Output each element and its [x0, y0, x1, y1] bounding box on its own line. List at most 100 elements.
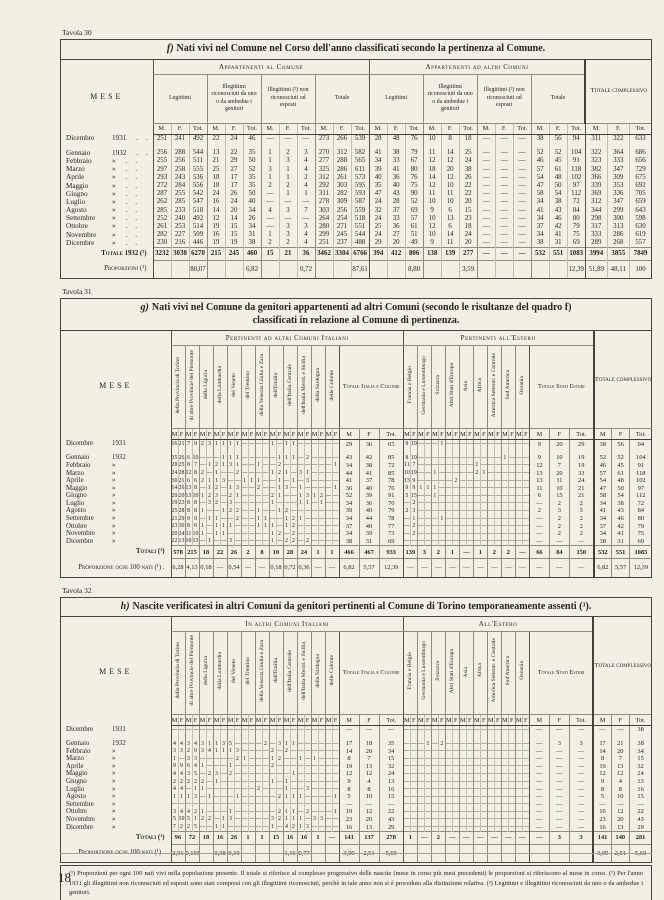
data-cell: —: [423, 476, 432, 485]
data-cell: 1: [289, 815, 297, 824]
data-cell: —: [437, 537, 446, 546]
data-cell: —: [610, 800, 630, 809]
data-cell: 1: [205, 792, 213, 801]
data-cell: —: [568, 770, 594, 778]
data-cell: 312: [584, 197, 608, 206]
data-cell: —: [324, 476, 332, 485]
data-cell: 38: [358, 461, 379, 470]
data-cell: —: [261, 499, 269, 508]
mft-header: M: [198, 714, 206, 727]
data-cell: —: [476, 238, 496, 248]
data-cell: —: [247, 725, 255, 740]
data-cell: —: [500, 522, 509, 530]
mft-header: F: [191, 428, 199, 441]
data-cell: —: [437, 469, 446, 477]
data-cell: 285: [170, 197, 189, 206]
data-cell: —: [568, 785, 594, 793]
data-cell: 215: [206, 246, 225, 261]
estero-header: Altri Stati d'Europa: [444, 345, 460, 430]
data-cell: 573: [350, 173, 370, 182]
data-cell: 12: [338, 770, 359, 778]
data-cell: 1: [226, 762, 234, 771]
data-cell: 25: [368, 222, 388, 231]
data-cell: 297: [152, 165, 171, 174]
data-cell: 273: [314, 134, 333, 149]
data-cell: —: [247, 762, 255, 771]
data-cell: —: [430, 537, 439, 546]
column-header: Legittimi: [368, 74, 424, 124]
data-cell: 2: [303, 537, 311, 546]
table-f-title-text: Nati vivi nel Comune nel Corso dell'anno…: [176, 43, 546, 54]
data-cell: —: [514, 492, 523, 500]
data-cell: —: [458, 792, 467, 801]
data-cell: 35: [368, 181, 388, 190]
data-cell: —: [486, 499, 495, 508]
month-year: 1931: [112, 134, 127, 143]
mft-header: F: [423, 428, 432, 441]
data-cell: —: [507, 754, 516, 763]
data-cell: —: [500, 492, 509, 500]
data-cell: —: [512, 197, 532, 206]
data-cell: —: [486, 800, 495, 809]
data-cell: —: [205, 823, 213, 832]
data-cell: —: [514, 815, 523, 824]
data-cell: —: [493, 461, 502, 470]
estero-header-text: Francia e Belgio: [407, 651, 414, 690]
data-cell: 1: [219, 522, 227, 530]
data-cell: —: [402, 739, 411, 748]
data-cell: —: [512, 246, 532, 261]
month-name: Marzo: [66, 165, 85, 174]
data-cell: 37: [358, 476, 379, 485]
data-cell: 0,18: [268, 558, 283, 577]
estero-header: Asia: [458, 631, 474, 716]
data-cell: —: [493, 747, 502, 755]
data-cell: —: [512, 206, 532, 215]
estero-header-text: Francia e Belgio: [407, 366, 414, 404]
data-cell: —: [444, 762, 453, 771]
mft-header: F: [289, 714, 297, 727]
data-cell: 32: [628, 762, 652, 771]
data-cell: 13: [191, 537, 199, 546]
data-cell: —: [500, 808, 509, 816]
data-cell: —: [409, 754, 418, 763]
data-cell: 9: [191, 747, 199, 755]
data-cell: 18: [198, 545, 213, 559]
data-cell: —: [479, 454, 488, 462]
data-cell: 2: [240, 545, 255, 559]
data-cell: 26: [226, 830, 241, 845]
data-cell: —: [493, 454, 502, 462]
data-cell: 38: [548, 197, 568, 206]
data-cell: —: [479, 514, 488, 523]
data-cell: —: [423, 514, 432, 523]
region-header-text: della Provincia di Torino: [174, 642, 181, 699]
header-row: MESE Appartenenti al Comune Appartenenti a…: [61, 59, 652, 124]
data-cell: 336: [606, 189, 630, 198]
data-cell: —: [568, 747, 594, 755]
data-cell: —: [479, 747, 488, 755]
data-cell: 1: [268, 522, 276, 530]
data-cell: 5: [184, 815, 192, 824]
data-cell: —: [402, 514, 411, 523]
data-cell: —: [548, 537, 570, 546]
data-cell: 243: [170, 173, 189, 182]
data-cell: —: [430, 529, 439, 538]
data-cell: —: [592, 725, 612, 740]
data-cell: 21: [170, 514, 178, 523]
data-cell: 1: [233, 454, 241, 462]
data-cell: 35: [378, 739, 404, 748]
data-cell: —: [479, 739, 488, 748]
data-cell: 488: [350, 238, 370, 248]
data-cell: —: [254, 823, 262, 832]
data-cell: —: [331, 469, 339, 477]
data-cell: —: [331, 492, 339, 500]
data-cell: —: [296, 762, 304, 771]
data-cell: —: [317, 762, 325, 771]
data-cell: —: [451, 725, 460, 740]
data-cell: 84: [566, 206, 586, 215]
data-cell: —: [240, 469, 248, 477]
data-cell: —: [261, 823, 269, 832]
data-cell: 1: [268, 439, 276, 455]
data-cell: —: [458, 558, 474, 577]
data-cell: 7: [191, 461, 199, 470]
data-cell: —: [486, 514, 495, 523]
